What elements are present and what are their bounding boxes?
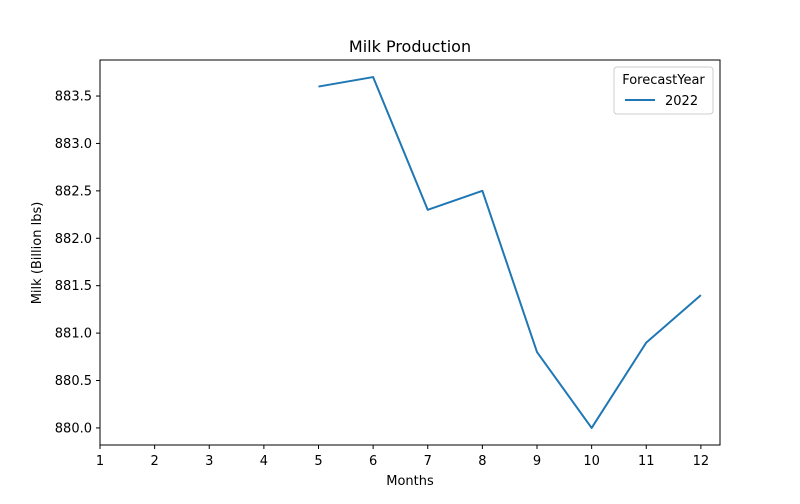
- legend-box: [613, 66, 714, 115]
- x-tick-label: 10: [583, 454, 600, 469]
- x-axis-ticks: 1 2 3 4 5 6 7 8 9 10 11 12: [96, 445, 709, 469]
- legend-title: ForecastYear: [622, 73, 705, 88]
- legend: ForecastYear 2022: [613, 66, 714, 115]
- x-tick-label: 9: [533, 454, 541, 469]
- x-tick-label: 11: [638, 454, 655, 469]
- series-line-2022: [318, 76, 702, 429]
- x-tick-label: 1: [96, 454, 104, 469]
- y-tick-label: 883.0: [55, 137, 92, 152]
- x-tick-label: 7: [424, 454, 432, 469]
- x-tick-label: 4: [260, 454, 268, 469]
- y-tick-label: 882.5: [55, 184, 92, 199]
- y-tick-label: 882.0: [55, 232, 92, 247]
- y-tick-label: 880.0: [55, 421, 92, 436]
- y-tick-label: 881.5: [55, 279, 92, 294]
- x-tick-label: 5: [314, 454, 322, 469]
- y-tick-label: 880.5: [55, 374, 92, 389]
- x-tick-label: 2: [150, 454, 158, 469]
- plot-area-frame: [99, 59, 721, 446]
- chart-title: Milk Production: [349, 37, 471, 56]
- x-tick-label: 12: [693, 454, 710, 469]
- x-tick-label: 8: [478, 454, 486, 469]
- x-axis-label: Months: [386, 474, 434, 489]
- x-tick-label: 3: [205, 454, 213, 469]
- y-axis-label: Milk (Billion lbs): [30, 202, 45, 305]
- legend-label-2022: 2022: [665, 94, 698, 109]
- series-layer: [318, 76, 702, 429]
- y-tick-label: 881.0: [55, 327, 92, 342]
- y-tick-label: 883.5: [55, 90, 92, 105]
- x-tick-label: 6: [369, 454, 377, 469]
- y-axis-ticks: 880.0 880.5 881.0 881.5 882.0 882.5 883.0 883.5: [55, 90, 100, 436]
